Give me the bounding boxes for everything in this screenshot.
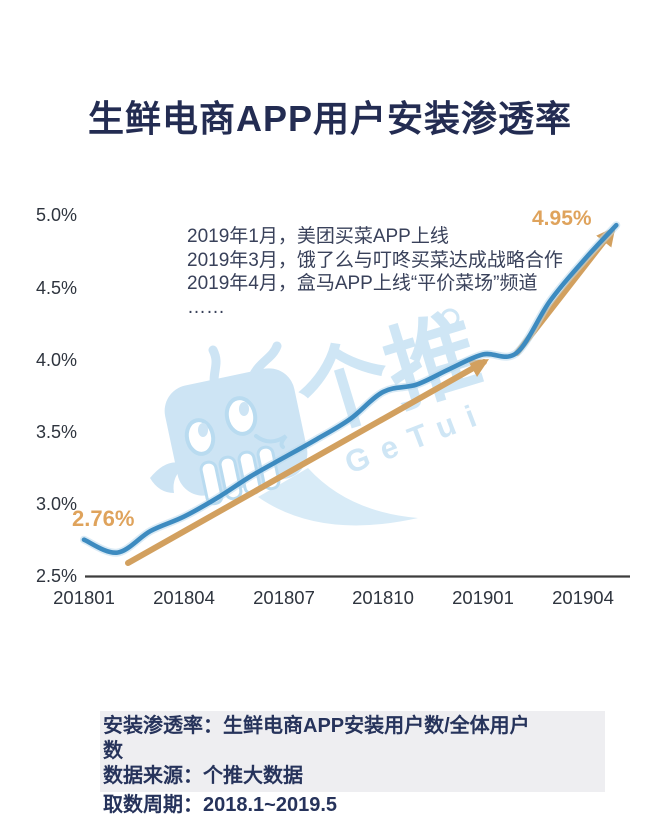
data-source-line: 数据来源：个推大数据 [103, 765, 303, 787]
mascot-pupil-left [198, 423, 208, 437]
annotation-line-3: 2019年4月，盒马APP上线“平价菜场”频道 [187, 273, 538, 294]
y-axis-label-4.5: 4.5% [35, 278, 77, 298]
watermark-deco-circle [440, 308, 460, 328]
annotation-ellipsis: …… [187, 296, 225, 318]
mascot-smile [254, 434, 288, 449]
mascot-pupil-right [239, 402, 249, 416]
x-axis-label-201807: 201807 [253, 587, 315, 608]
mascot-tail [258, 468, 418, 526]
page-title: 生鲜电商APP用户安装渗透率 [87, 98, 573, 139]
y-axis-label-3.0: 3.0% [35, 494, 77, 514]
x-axis-label-201804: 201804 [153, 587, 215, 608]
annotation-line-2: 2019年3月，饿了么与叮咚买菜达成战略合作 [187, 249, 563, 271]
definition-line-1: 安装渗透率：生鲜电商APP安装用户数/全体用户 [103, 715, 530, 737]
definition-line-2: 数 [103, 740, 123, 762]
penetration-line [81, 222, 619, 555]
mascot-finger-1 [199, 460, 224, 506]
mascot-antenna-right [245, 341, 282, 389]
x-axis-label-201901: 201901 [452, 587, 514, 608]
y-axis-label-2.5: 2.5% [35, 566, 77, 586]
mascot-antenna-left [208, 345, 221, 397]
y-axis-label-5.0: 5.0% [35, 205, 77, 225]
end-value-label: 4.95% [532, 207, 592, 230]
start-value-label: 2.76% [72, 506, 135, 531]
x-axis-label-201801: 201801 [53, 587, 115, 608]
trend-arrow-1 [125, 359, 490, 566]
x-axis-label-201810: 201810 [352, 587, 414, 608]
annotation-line-1: 2019年1月，美团买菜APP上线 [187, 226, 449, 247]
y-axis-label-4.0: 4.0% [35, 350, 77, 370]
y-axis-label-3.5: 3.5% [35, 422, 77, 442]
period-line: 取数周期：2018.1~2019.5 [103, 794, 338, 816]
footer-note: 安装渗透率：生鲜电商APP安装用户数/全体用户 数 数据来源：个推大数据 取数周… [100, 711, 605, 818]
definition-box: 安装渗透率：生鲜电商APP安装用户数/全体用户 数 数据来源：个推大数据 [100, 711, 605, 792]
event-annotations: 2019年1月，美团买菜APP上线 2019年3月，饿了么与叮咚买菜达成战略合作… [187, 225, 563, 319]
x-axis-label-201904: 201904 [552, 587, 614, 608]
